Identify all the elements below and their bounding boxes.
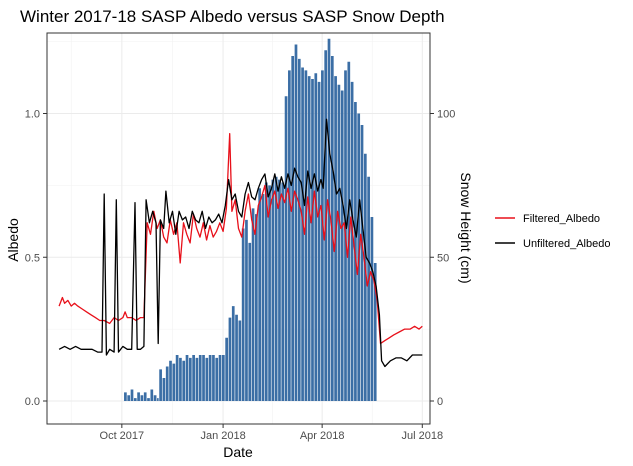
snow-depth-bar: [133, 398, 137, 401]
snow-depth-bar: [231, 306, 235, 401]
snow-depth-bar: [175, 355, 179, 401]
snow-depth-bar: [317, 81, 321, 401]
snow-depth-bar: [288, 70, 291, 401]
y-axis-title: Albedo: [5, 218, 21, 262]
snow-depth-bar: [264, 182, 268, 401]
snow-depth-bar: [261, 194, 265, 401]
snow-depth-bar: [169, 360, 172, 401]
plot-border: [46, 32, 431, 425]
snow-depth-bar: [212, 355, 215, 401]
snow-depth-bar: [238, 320, 242, 401]
snow-depth-bar: [284, 96, 288, 401]
snow-depth-bar: [150, 389, 154, 401]
snow-depth-bar: [130, 389, 134, 401]
y2-axis-title: Snow Height (cm): [458, 172, 474, 283]
snow-depth-bar: [179, 357, 182, 401]
y-tick-label: 1.0: [25, 109, 40, 121]
x-tick-label: Oct 2017: [100, 430, 145, 442]
snow-depth-bar: [137, 392, 140, 401]
snow-depth-bar: [327, 38, 331, 401]
snow-depth-bar: [354, 102, 357, 401]
x-axis-title: Date: [223, 444, 253, 460]
snow-depth-bar: [225, 337, 228, 401]
snow-depth-bar: [235, 314, 238, 401]
snow-depth-bar: [157, 398, 159, 401]
snow-depth-bar: [255, 214, 258, 401]
snow-depth-bar: [347, 61, 351, 401]
y-tick-label: 0.0: [25, 396, 40, 408]
snow-depth-bar: [124, 392, 127, 401]
snow-depth-bar: [248, 242, 252, 401]
snow-depth-bar: [172, 363, 176, 401]
snow-depth-bar: [278, 179, 281, 401]
snow-depth-bar: [245, 219, 248, 401]
snow-depth-bar: [140, 395, 144, 401]
legend-label-filtered: Filtered_Albedo: [523, 213, 600, 225]
snow-depth-bar: [307, 76, 311, 401]
snow-depth-bar: [208, 355, 212, 401]
snow-depth-bar: [258, 188, 262, 401]
snow-depth-bar: [221, 355, 225, 401]
snow-depth-bar: [367, 176, 370, 401]
plot-area: 0.0 0.5 1.0 0 50 100 Oct 2017 Jan 2018 Apr 2018 J…: [25, 32, 455, 442]
snow-depth-bar: [195, 357, 199, 401]
snow-depth-bar: [281, 182, 285, 401]
snow-depth-bar: [311, 79, 314, 401]
snow-depth-bar: [304, 70, 308, 401]
snow-depth-bar: [271, 179, 275, 401]
snow-depth-bar: [165, 366, 169, 401]
snow-depth-bar: [218, 355, 222, 401]
legend: Filtered_Albedo Unfiltered_Albedo: [495, 213, 610, 250]
snow-depth-bar: [294, 44, 298, 401]
snow-depth-bar: [268, 185, 271, 401]
snow-depth-bar: [314, 73, 318, 401]
snow-depth-bar: [340, 90, 344, 401]
snow-depth-bar: [153, 395, 157, 401]
x-tick-label: Jan 2018: [200, 430, 245, 442]
snow-depth-bar: [370, 217, 374, 401]
snow-depth-bar: [297, 58, 301, 401]
snow-depth-bar: [363, 153, 367, 401]
x-tick-label: Apr 2018: [300, 430, 345, 442]
snow-depth-bar: [185, 355, 189, 401]
snow-depth-bar: [228, 317, 232, 401]
snow-depth-bar: [188, 357, 192, 401]
legend-label-unfiltered: Unfiltered_Albedo: [523, 238, 610, 250]
snow-depth-bar: [143, 392, 147, 401]
snow-depth-bar: [251, 208, 255, 401]
y-tick-label: 0.5: [25, 252, 40, 264]
snow-depth-bar: [159, 369, 162, 401]
snow-depth-bar: [215, 357, 219, 401]
snow-depth-bar: [337, 84, 341, 401]
snow-depth-bar: [373, 263, 377, 401]
snow-depth-bar: [205, 357, 209, 401]
y2-tick-label: 100: [437, 109, 455, 121]
snow-depth-bar: [321, 70, 324, 401]
snow-depth-bar: [301, 67, 304, 401]
snow-depth-bar: [291, 56, 295, 401]
snow-depth-bar: [198, 355, 202, 401]
snow-depth-bar: [350, 81, 354, 401]
chart-title: Winter 2017-18 SASP Albedo versus SASP S…: [20, 7, 445, 26]
snow-depth-bar: [192, 355, 195, 401]
snow-depth-bar: [202, 355, 205, 401]
y2-tick-label: 50: [437, 252, 449, 264]
snow-depth-bar: [360, 125, 364, 401]
snow-depth-bar: [274, 176, 278, 401]
y2-tick-label: 0: [437, 396, 443, 408]
snow-depth-bar: [182, 360, 186, 401]
x-tick-label: Jul 2018: [401, 430, 443, 442]
snow-depth-bar: [147, 398, 150, 401]
snow-depth-bar: [162, 378, 166, 401]
unfiltered-albedo-line: [58, 118, 423, 368]
snow-depth-bar: [127, 395, 131, 401]
snow-depth-bar: [241, 228, 245, 401]
filtered-albedo-line: [58, 132, 423, 345]
